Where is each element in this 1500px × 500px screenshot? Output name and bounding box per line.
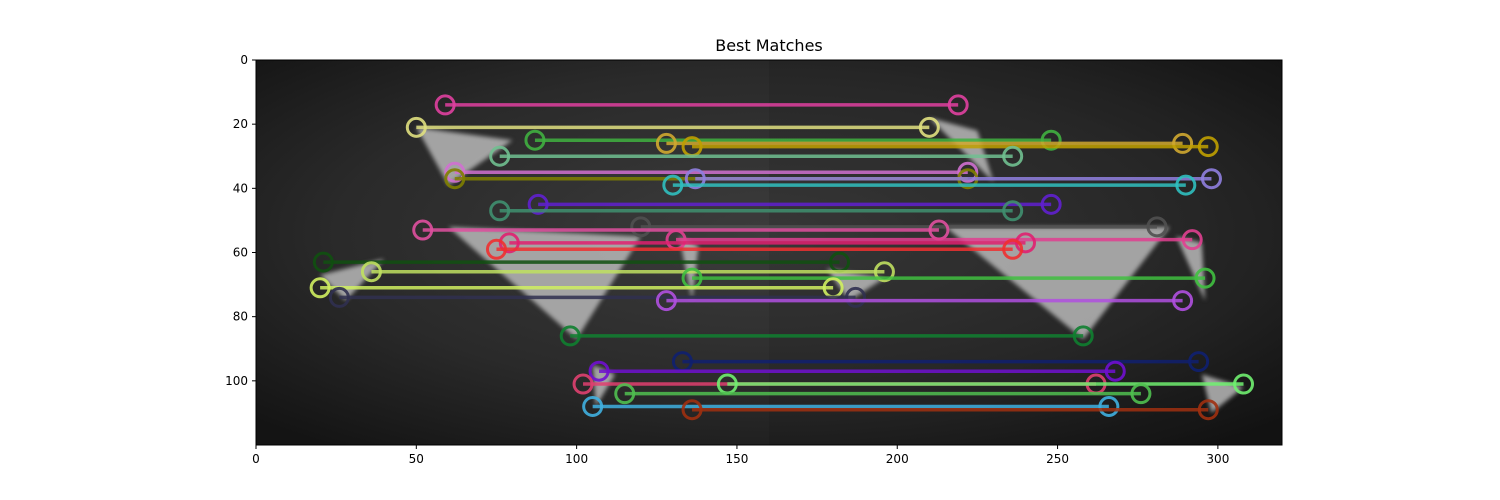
y-axis: 0 20 40 60 80 100 — [225, 53, 256, 388]
match-5 — [489, 145, 1024, 167]
keypoint-left — [655, 290, 677, 312]
keypoint-right — [1175, 174, 1197, 196]
keypoint-right — [1172, 132, 1194, 154]
keypoint-right — [845, 286, 867, 308]
match-15 — [498, 232, 1036, 254]
keypoint-left — [328, 286, 350, 308]
match-30 — [681, 399, 1219, 421]
keypoint-right — [1098, 396, 1120, 417]
keypoint-right — [957, 161, 979, 183]
y-tick-label: 100 — [225, 374, 248, 388]
keypoint-right — [1015, 232, 1036, 254]
match-8 — [684, 168, 1222, 190]
keypoint-left — [498, 232, 520, 254]
match-18 — [360, 261, 895, 283]
keypoint-right — [1197, 136, 1219, 158]
keypoint-right — [1104, 360, 1126, 382]
keypoint-left — [309, 277, 331, 299]
match-9 — [662, 174, 1197, 196]
keypoint-right — [1040, 129, 1062, 151]
keypoint-right — [1194, 267, 1216, 289]
keypoint-left — [684, 168, 706, 190]
x-tick-label: 100 — [565, 452, 588, 466]
keypoint-right — [1233, 373, 1255, 395]
x-axis: 0 50 100 150 200 250 300 — [252, 445, 1229, 466]
keypoint-right — [1002, 200, 1024, 222]
keypoint-right — [1188, 351, 1210, 373]
chart-title: Best Matches — [715, 36, 823, 55]
y-tick-label: 40 — [233, 181, 248, 195]
keypoint-right — [873, 261, 895, 283]
keypoint-left — [444, 161, 466, 183]
keypoint-right — [1197, 399, 1219, 421]
bright-triangle-3 — [945, 226, 1170, 340]
keypoint-left — [527, 193, 549, 215]
match-6 — [444, 161, 979, 183]
keypoint-left — [434, 94, 456, 116]
x-tick-label: 200 — [886, 452, 909, 466]
keypoint-left — [662, 174, 684, 196]
keypoint-left — [588, 360, 610, 382]
keypoint-left — [412, 219, 434, 241]
match-1 — [405, 116, 940, 138]
match-25 — [588, 360, 1126, 382]
keypoint-left — [489, 145, 511, 167]
x-tick-label: 50 — [409, 452, 424, 466]
match-19 — [681, 267, 1216, 289]
match-23 — [559, 325, 1094, 347]
match-0 — [434, 94, 969, 116]
keypoint-left — [630, 216, 652, 238]
match-2 — [524, 129, 1062, 151]
bright-triangle-0 — [416, 127, 513, 186]
match-12 — [630, 216, 1168, 238]
keypoint-left — [655, 132, 677, 154]
keypoint-right — [1040, 193, 1062, 215]
keypoint-right — [1181, 229, 1203, 251]
x-tick-label: 150 — [725, 452, 748, 466]
keypoint-left — [444, 168, 466, 190]
match-lines — [309, 94, 1255, 421]
match-16 — [485, 238, 1024, 260]
keypoint-left — [489, 200, 511, 222]
x-tick-label: 250 — [1046, 452, 1069, 466]
bright-triangle-7 — [1176, 236, 1206, 301]
match-10 — [527, 193, 1062, 215]
match-22 — [655, 290, 1194, 312]
keypoint-right — [1130, 383, 1152, 405]
y-tick-label: 0 — [240, 53, 248, 67]
keypoint-left — [524, 129, 546, 151]
keypoint-left — [312, 251, 334, 273]
keypoint-right — [918, 116, 940, 138]
bright-triangle-1 — [929, 117, 994, 182]
y-tick-label: 20 — [233, 117, 248, 131]
x-tick-label: 0 — [252, 452, 260, 466]
x-tick-label: 300 — [1206, 452, 1229, 466]
y-tick-label: 80 — [233, 310, 248, 324]
keypoint-left — [360, 261, 382, 283]
keypoint-right — [1002, 238, 1024, 260]
match-11 — [489, 200, 1024, 222]
match-3 — [655, 132, 1194, 154]
keypoint-right — [1002, 145, 1024, 167]
keypoint-left — [614, 383, 636, 405]
keypoint-right — [1172, 290, 1194, 312]
keypoint-left — [582, 396, 604, 417]
keypoint-right — [1146, 216, 1168, 238]
keypoint-left — [572, 373, 594, 395]
match-27 — [716, 373, 1255, 395]
match-29 — [582, 396, 1120, 417]
grayscale-image — [256, 60, 1282, 445]
keypoint-right — [1072, 325, 1094, 347]
bright-triangle-2 — [448, 226, 641, 340]
match-21 — [328, 286, 867, 308]
keypoint-left — [405, 116, 427, 138]
keypoint-left — [681, 399, 703, 421]
match-28 — [614, 383, 1152, 405]
keypoint-left — [485, 238, 507, 260]
y-tick-label: 60 — [233, 246, 248, 260]
keypoint-right — [947, 94, 969, 116]
keypoint-left — [559, 325, 581, 347]
keypoint-right — [1200, 168, 1222, 190]
